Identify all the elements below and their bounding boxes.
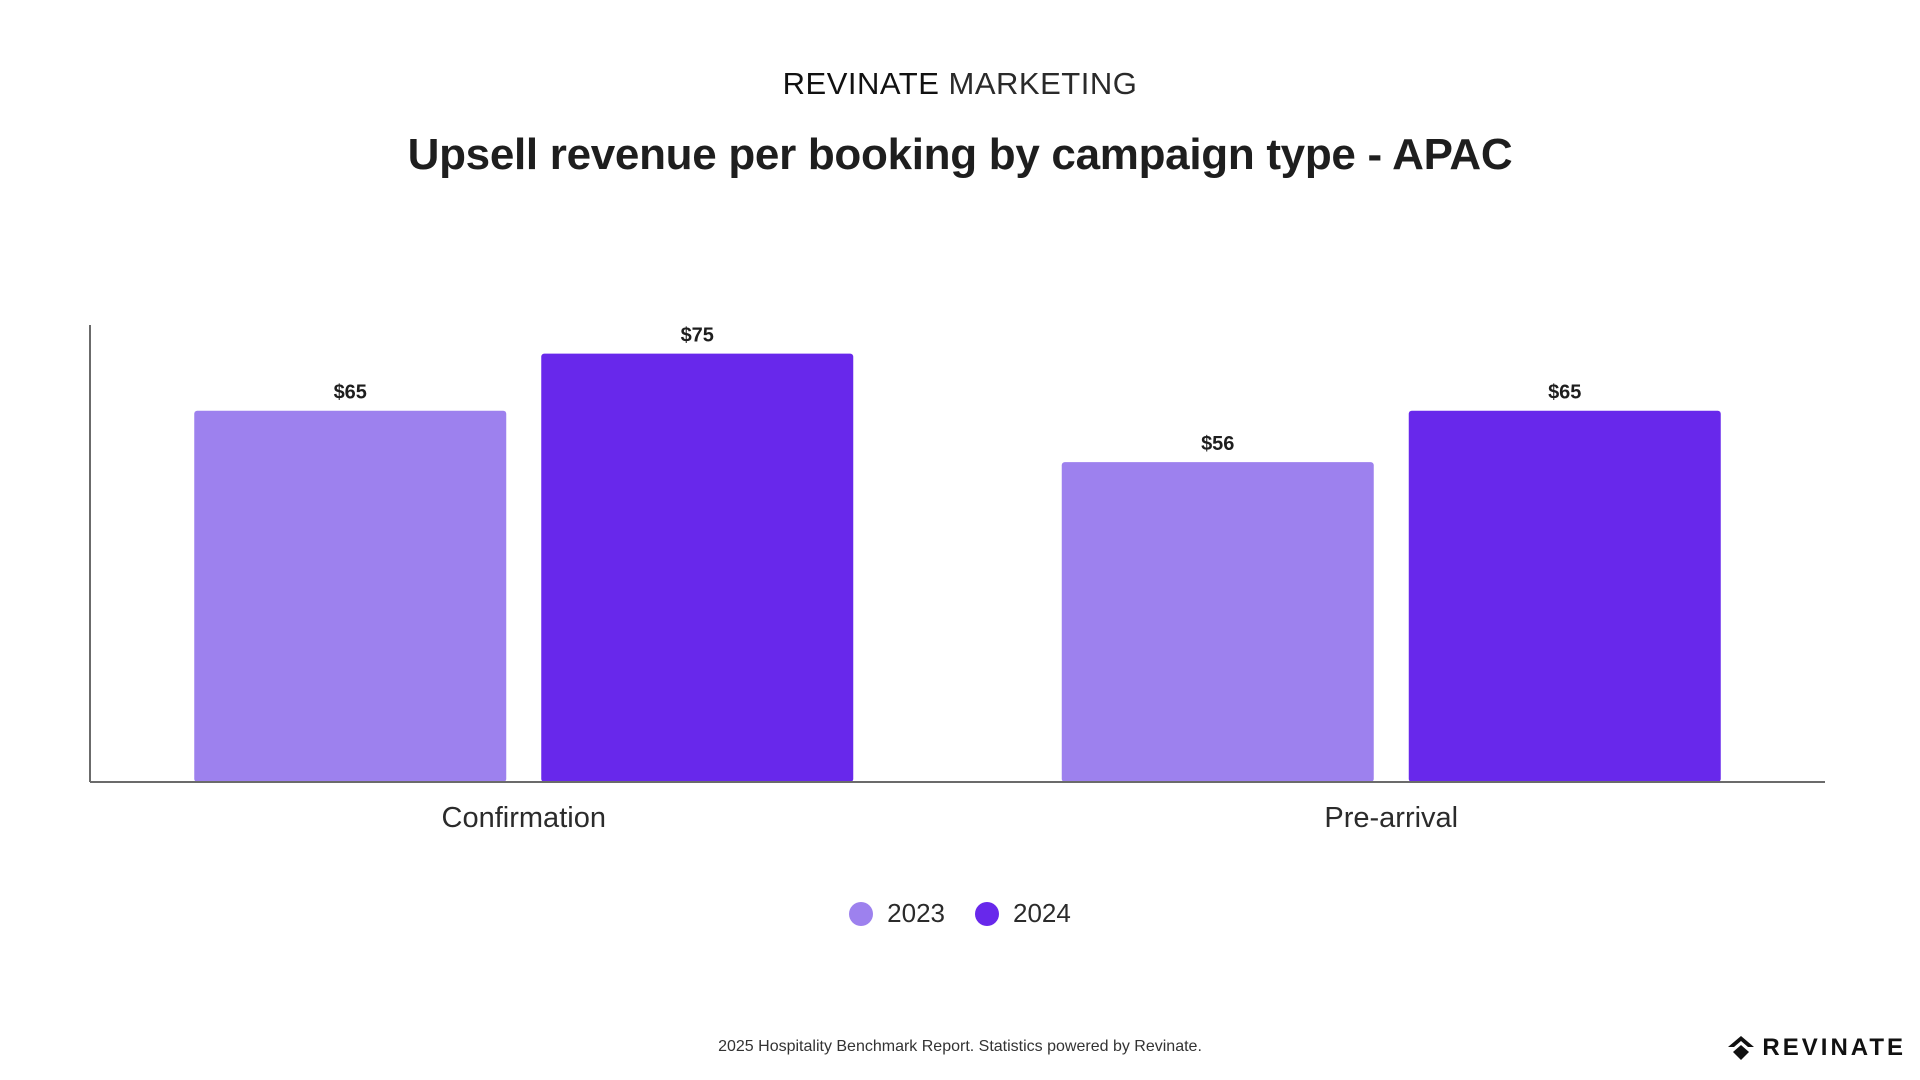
data-label: $65 xyxy=(334,382,367,404)
x-tick-label: Confirmation xyxy=(442,802,606,834)
logo-text: REVINATE xyxy=(1762,1034,1906,1061)
legend-label: 2023 xyxy=(887,898,945,928)
x-tick-label: Pre-arrival xyxy=(1324,802,1458,834)
bar-pre-arrival-2024 xyxy=(1408,410,1721,782)
legend-label: 2024 xyxy=(1013,898,1071,928)
brand-division: MARKETING xyxy=(948,66,1138,101)
footer-note: 2025 Hospitality Benchmark Report. Stati… xyxy=(718,1038,1202,1055)
bar-pre-arrival-2023 xyxy=(1061,462,1374,782)
brand-header: REVINATE MARKETING xyxy=(0,66,1920,102)
data-label: $65 xyxy=(1548,382,1581,404)
legend-item: 2023 xyxy=(849,898,945,929)
chart-legend: 2023 2024 xyxy=(0,898,1920,929)
data-label: $56 xyxy=(1201,433,1234,455)
bar-confirmation-2024 xyxy=(541,353,854,782)
legend-swatch xyxy=(975,901,999,926)
revinate-logo-icon xyxy=(1728,1036,1755,1060)
chart-title: Upsell revenue per booking by campaign t… xyxy=(407,130,1513,179)
data-label: $75 xyxy=(681,325,714,347)
brand-name: REVINATE xyxy=(782,66,940,101)
bar-confirmation-2023 xyxy=(194,410,507,782)
legend-swatch xyxy=(849,901,874,926)
revinate-logo: REVINATE xyxy=(1728,1034,1906,1062)
legend-item: 2024 xyxy=(975,898,1071,929)
